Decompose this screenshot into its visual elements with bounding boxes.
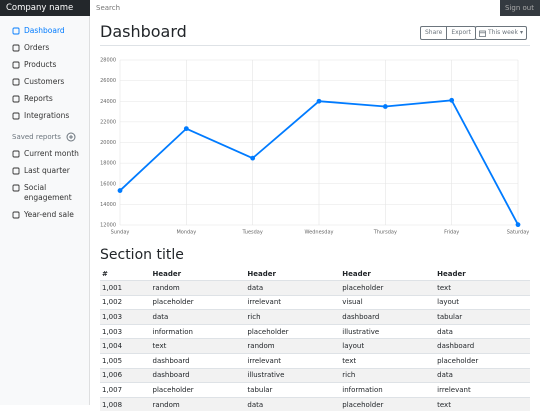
table-cell: illustrative — [245, 368, 340, 383]
table-cell: tabular — [245, 383, 340, 398]
y-tick-label: 20000 — [100, 140, 116, 146]
table-cell: dashboard — [435, 339, 530, 354]
table-cell: data — [245, 281, 340, 296]
table-cell: 1,006 — [100, 368, 151, 383]
data-point — [184, 126, 189, 131]
column-header: Header — [435, 267, 530, 281]
table-cell: random — [151, 397, 246, 411]
x-tick-label: Tuesday — [241, 230, 262, 236]
table-cell: dashboard — [151, 353, 246, 368]
table-cell: 1,001 — [100, 281, 151, 296]
column-header: Header — [151, 267, 246, 281]
y-tick-label: 26000 — [100, 78, 116, 84]
x-tick-label: Monday — [176, 230, 196, 236]
data-point — [250, 156, 255, 161]
table-cell: irrelevant — [245, 295, 340, 310]
y-tick-label: 28000 — [100, 58, 116, 64]
table-cell: text — [340, 353, 435, 368]
table-cell: irrelevant — [245, 353, 340, 368]
table-cell: data — [151, 310, 246, 325]
x-tick-label: Wednesday — [305, 230, 334, 236]
table-cell: illustrative — [340, 324, 435, 339]
table-cell: 1,004 — [100, 339, 151, 354]
x-tick-label: Friday — [444, 230, 459, 236]
table-cell: data — [245, 397, 340, 411]
table-cell: irrelevant — [435, 383, 530, 398]
y-tick-label: 18000 — [100, 161, 116, 167]
table-cell: 1,002 — [100, 295, 151, 310]
table-cell: 1,003 — [100, 324, 151, 339]
y-tick-label: 22000 — [100, 119, 116, 125]
table-cell: text — [151, 339, 246, 354]
y-tick-label: 16000 — [100, 181, 116, 187]
y-tick-label: 14000 — [100, 202, 116, 208]
table-cell: 1,003 — [100, 310, 151, 325]
table-cell: placeholder — [245, 324, 340, 339]
table-cell: tabular — [435, 310, 530, 325]
table-cell: rich — [245, 310, 340, 325]
table-cell: dashboard — [340, 310, 435, 325]
table-cell: information — [151, 324, 246, 339]
column-header: # — [100, 267, 151, 281]
data-point — [516, 222, 521, 227]
table-cell: placeholder — [151, 295, 246, 310]
table-cell: data — [435, 368, 530, 383]
column-header: Header — [340, 267, 435, 281]
table-cell: text — [435, 281, 530, 296]
x-tick-label: Saturday — [507, 230, 530, 236]
x-tick-label: Sunday — [111, 230, 130, 236]
table-cell: dashboard — [151, 368, 246, 383]
section-title: Section title — [100, 247, 184, 263]
table-cell: placeholder — [435, 353, 530, 368]
table-cell: placeholder — [340, 397, 435, 411]
column-header: Header — [245, 267, 340, 281]
table-cell: rich — [340, 368, 435, 383]
chart: 12000 14000 16000 18000 20000 22000 24000 26000… — [0, 0, 540, 245]
data-point — [383, 104, 388, 109]
table-cell: 1,005 — [100, 353, 151, 368]
y-tick-label: 24000 — [100, 99, 116, 105]
y-tick-label: 12000 — [100, 223, 116, 229]
table-cell: layout — [340, 339, 435, 354]
table-cell: information — [340, 383, 435, 398]
table-cell: visual — [340, 295, 435, 310]
table-cell: placeholder — [340, 281, 435, 296]
table-cell: data — [435, 324, 530, 339]
table-cell: text — [435, 397, 530, 411]
table-cell: placeholder — [151, 383, 246, 398]
data-point — [449, 98, 454, 103]
table-cell: 1,007 — [100, 383, 151, 398]
data-point — [118, 188, 123, 193]
data-point — [317, 99, 322, 104]
table-cell: 1,008 — [100, 397, 151, 411]
table-cell: layout — [435, 295, 530, 310]
table-cell: random — [245, 339, 340, 354]
x-tick-label: Thursday — [373, 230, 397, 236]
table-cell: random — [151, 281, 246, 296]
